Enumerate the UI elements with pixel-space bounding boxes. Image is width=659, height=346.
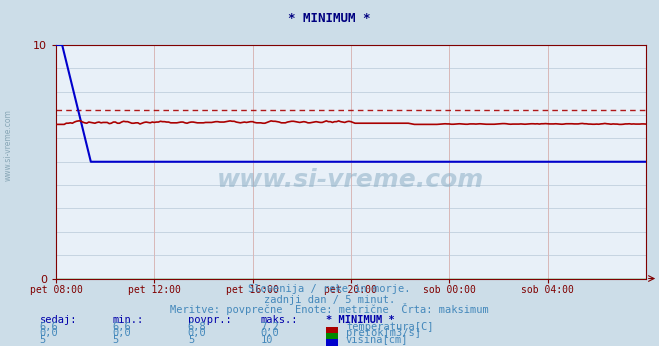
Text: www.si-vreme.com: www.si-vreme.com [4,109,13,181]
Text: pretok[m3/s]: pretok[m3/s] [346,328,421,338]
Text: 0,0: 0,0 [40,328,58,338]
Text: * MINIMUM *: * MINIMUM * [326,315,395,325]
Text: sedaj:: sedaj: [40,315,77,325]
Text: 5: 5 [40,335,45,345]
Text: 0,0: 0,0 [260,328,279,338]
Text: 6,6: 6,6 [40,322,58,332]
Text: * MINIMUM *: * MINIMUM * [288,12,371,25]
Text: 10: 10 [260,335,273,345]
Text: temperatura[C]: temperatura[C] [346,322,434,332]
Text: maks.:: maks.: [260,315,298,325]
Text: Meritve: povprečne  Enote: metrične  Črta: maksimum: Meritve: povprečne Enote: metrične Črta:… [170,303,489,315]
Text: zadnji dan / 5 minut.: zadnji dan / 5 minut. [264,295,395,305]
Text: www.si-vreme.com: www.si-vreme.com [217,169,484,192]
Text: 5: 5 [112,335,118,345]
Text: 0,0: 0,0 [112,328,130,338]
Text: min.:: min.: [112,315,143,325]
Text: povpr.:: povpr.: [188,315,231,325]
Text: 6,6: 6,6 [112,322,130,332]
Text: 6,8: 6,8 [188,322,206,332]
Text: 0,0: 0,0 [188,328,206,338]
Text: 5: 5 [188,335,194,345]
Text: 7,2: 7,2 [260,322,279,332]
Text: Slovenija / reke in morje.: Slovenija / reke in morje. [248,284,411,294]
Text: višina[cm]: višina[cm] [346,334,409,345]
